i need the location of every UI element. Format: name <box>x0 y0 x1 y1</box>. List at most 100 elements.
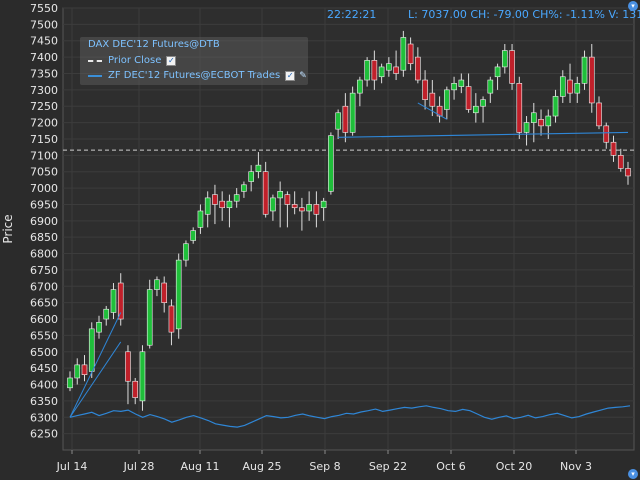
candle-body <box>596 102 602 127</box>
trendline <box>338 131 629 138</box>
chevron-down-icon[interactable]: ▾ <box>628 469 638 479</box>
y-tick-label: 7250 <box>30 100 58 113</box>
candle-body <box>530 112 537 123</box>
candle-body <box>552 96 559 117</box>
candle-body <box>371 60 378 81</box>
candle-body <box>74 364 81 379</box>
candle-body <box>320 200 327 209</box>
candle-body <box>328 135 334 192</box>
candle-body <box>67 377 73 389</box>
wrench-icon[interactable]: ✎ <box>299 70 307 81</box>
candle-body <box>132 380 139 398</box>
candle-body <box>349 92 356 133</box>
candle-body <box>313 204 320 215</box>
candle-body <box>429 92 436 107</box>
candle-body <box>255 164 262 173</box>
candle-body <box>436 105 443 117</box>
candle-body <box>299 207 305 212</box>
legend-item-prior-close[interactable]: Prior Close ✓ <box>88 55 177 66</box>
checkbox-icon[interactable]: ✓ <box>166 55 177 66</box>
candle-body <box>502 50 508 68</box>
y-tick-label: 7200 <box>30 117 58 130</box>
y-tick-label: 6550 <box>30 329 58 342</box>
candle-body <box>241 184 247 192</box>
candle-body <box>270 197 276 212</box>
candle-body <box>451 83 457 91</box>
candle-body <box>494 66 501 78</box>
candle-body <box>567 79 573 94</box>
y-tick-label: 6800 <box>30 248 58 261</box>
candle-body <box>357 79 363 94</box>
overlay-series-line <box>69 405 631 428</box>
candle-body <box>262 171 269 215</box>
y-tick-label: 6350 <box>30 395 58 408</box>
dashed-line-icon <box>88 59 102 62</box>
candle-body <box>538 119 544 127</box>
trendline <box>69 341 122 418</box>
trendline <box>69 312 122 418</box>
candle-body <box>154 279 160 290</box>
candle-body <box>603 125 610 143</box>
legend-item-overlay[interactable]: ZF DEC'12 Futures@ECBOT Trades ✓ ✎ <box>88 70 307 81</box>
candle-body <box>588 56 595 104</box>
x-tick-label: Nov 3 <box>560 460 592 473</box>
y-tick-label: 7050 <box>30 166 58 179</box>
candle-body <box>465 86 472 110</box>
chevron-down-icon[interactable]: ▾ <box>628 1 638 11</box>
x-tick-label: Jul 28 <box>123 460 155 473</box>
x-tick-label: Sep 22 <box>369 460 407 473</box>
candle-body <box>219 200 225 209</box>
candle-body <box>400 37 407 71</box>
candle-body <box>444 89 450 110</box>
y-tick-label: 6300 <box>30 411 58 424</box>
candle-body <box>610 141 617 156</box>
y-tick-label: 7550 <box>30 2 58 15</box>
candle-body <box>110 289 117 313</box>
candle-body <box>581 56 588 84</box>
candle-body <box>617 155 624 169</box>
candle-body <box>139 351 146 402</box>
candle-body <box>146 289 153 346</box>
candle-body <box>277 191 283 199</box>
y-tick-label: 6900 <box>30 215 58 228</box>
legend-title[interactable]: DAX DEC'12 Futures@DTB <box>88 39 220 50</box>
trendline <box>417 102 448 120</box>
y-tick-label: 7100 <box>30 149 58 162</box>
x-tick-label: Jul 14 <box>56 460 88 473</box>
candle-body <box>364 60 370 81</box>
status-quote: L: 7037.00 CH: -79.00 CH%: -1.11% V: 131… <box>408 8 640 21</box>
candle-body <box>197 210 204 228</box>
candle-body <box>407 43 414 64</box>
candle-body <box>204 197 211 215</box>
x-tick-label: Sep 8 <box>309 460 340 473</box>
candle-body <box>291 204 298 209</box>
y-tick-label: 7500 <box>30 18 58 31</box>
candle-body <box>378 66 385 78</box>
candle-body <box>386 63 392 71</box>
y-tick-label: 6600 <box>30 313 58 326</box>
candle-body <box>342 105 349 133</box>
y-tick-label: 6950 <box>30 198 58 211</box>
candle-body <box>625 168 631 177</box>
candle-body <box>233 194 240 202</box>
candle-body <box>81 364 88 375</box>
candle-body <box>168 305 175 333</box>
y-tick-label: 6750 <box>30 264 58 277</box>
candle-body <box>306 204 312 212</box>
y-tick-label: 6850 <box>30 231 58 244</box>
y-tick-label: 7000 <box>30 182 58 195</box>
candle-body <box>212 194 218 205</box>
candle-body <box>523 122 530 133</box>
candle-body <box>335 112 341 130</box>
y-tick-label: 6400 <box>30 379 58 392</box>
candle-body <box>545 115 552 127</box>
candle-body <box>161 282 168 303</box>
checkbox-icon[interactable]: ✓ <box>285 70 296 81</box>
candle-body <box>516 83 523 133</box>
x-tick-label: Oct 6 <box>436 460 466 473</box>
y-tick-label: 6250 <box>30 428 58 441</box>
candle-body <box>248 171 254 182</box>
candle-body <box>480 99 486 107</box>
candle-body <box>183 243 189 261</box>
